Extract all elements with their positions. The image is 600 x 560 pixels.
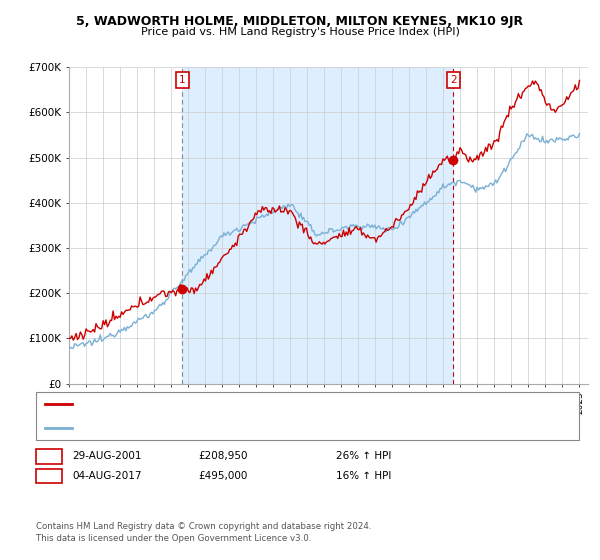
Bar: [182, 67, 453, 384]
Text: Contains HM Land Registry data © Crown copyright and database right 2024.
This d: Contains HM Land Registry data © Crown c…: [36, 522, 371, 543]
Text: 1: 1: [46, 451, 53, 461]
Text: 2: 2: [46, 471, 53, 481]
Text: HPI: Average price, detached house, Milton Keynes: HPI: Average price, detached house, Milt…: [78, 423, 332, 433]
Text: 29-AUG-2001: 29-AUG-2001: [72, 451, 142, 461]
Text: 04-AUG-2017: 04-AUG-2017: [72, 471, 142, 481]
Text: £495,000: £495,000: [198, 471, 247, 481]
Text: 16% ↑ HPI: 16% ↑ HPI: [336, 471, 391, 481]
Text: 5, WADWORTH HOLME, MIDDLETON, MILTON KEYNES, MK10 9JR (detached house): 5, WADWORTH HOLME, MIDDLETON, MILTON KEY…: [78, 399, 486, 409]
Text: 2: 2: [450, 75, 457, 85]
Text: Price paid vs. HM Land Registry's House Price Index (HPI): Price paid vs. HM Land Registry's House …: [140, 27, 460, 37]
Text: 26% ↑ HPI: 26% ↑ HPI: [336, 451, 391, 461]
Text: 5, WADWORTH HOLME, MIDDLETON, MILTON KEYNES, MK10 9JR: 5, WADWORTH HOLME, MIDDLETON, MILTON KEY…: [76, 15, 524, 27]
Text: £208,950: £208,950: [198, 451, 248, 461]
Text: 1: 1: [179, 75, 185, 85]
